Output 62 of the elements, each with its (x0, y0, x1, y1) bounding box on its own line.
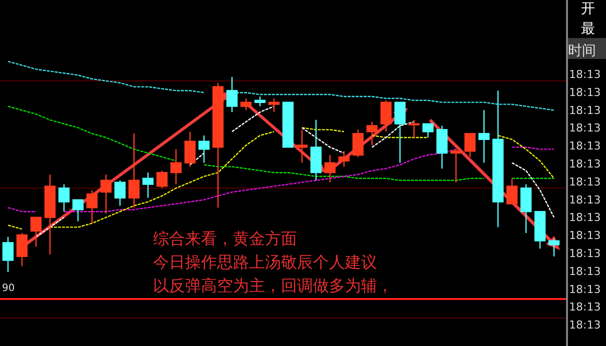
candlestick (520, 184, 532, 234)
candlestick (254, 96, 266, 107)
candlestick (352, 129, 364, 158)
candlestick (86, 190, 98, 224)
candlestick (226, 76, 238, 113)
candlestick (212, 82, 224, 208)
candlestick (394, 102, 406, 164)
candlestick (422, 123, 434, 138)
text: 90 (2, 283, 15, 294)
candlestick (142, 172, 154, 198)
candlestick (310, 119, 322, 181)
candlestick (296, 129, 308, 164)
candlestick (198, 134, 210, 164)
text: 18:13 (569, 264, 601, 278)
text: 时间 (568, 43, 596, 59)
candlestick (478, 110, 490, 164)
candlestick (128, 132, 140, 208)
text: 开 (581, 1, 595, 17)
text: 18:13 (569, 211, 601, 224)
candlestick (44, 174, 56, 256)
text: 18:13 (569, 68, 601, 81)
candlestick (366, 121, 378, 146)
candlestick (464, 132, 476, 158)
candlestick (506, 178, 518, 204)
candlestick (268, 98, 280, 113)
text: 18:13 (569, 140, 601, 153)
text: 18:13 (569, 318, 601, 332)
annotation: 今日操作思路上汤敬辰个人建议 (153, 252, 377, 272)
text: 18:13 (569, 282, 601, 296)
text: 18:13 (569, 175, 601, 188)
text: 18:13 (569, 86, 601, 99)
candlestick (548, 238, 560, 257)
text: 18:13 (569, 158, 601, 170)
text: 18:13 (569, 122, 601, 135)
candlestick (156, 170, 168, 189)
candlestick (58, 184, 70, 212)
candlestick (170, 148, 182, 185)
annotation: 综合来看，黄金方面 (153, 229, 297, 248)
candlestick (240, 98, 252, 111)
candlestick (2, 236, 14, 273)
text: 18:13 (569, 300, 601, 314)
candlestick (338, 150, 350, 168)
candlestick (534, 210, 546, 250)
candlestick (380, 100, 392, 132)
text: 18:13 (569, 247, 601, 260)
candlestick (114, 180, 126, 206)
candlestick (436, 125, 448, 170)
candlestick (72, 199, 84, 222)
text: 最 (581, 21, 595, 37)
text: 18:13 (569, 229, 601, 242)
candlestick (16, 232, 28, 267)
candlestick (408, 119, 420, 138)
candlestick (30, 216, 42, 248)
candlestick (100, 174, 112, 214)
text: 18:13 (569, 193, 601, 206)
text: 以反弹高空为主，回调做多为辅， (153, 276, 393, 295)
candlestick (282, 102, 294, 148)
text: 18:13 (569, 104, 601, 117)
candlestick (450, 148, 462, 183)
candlestick (324, 154, 336, 183)
candlestick (184, 131, 196, 168)
candlestick (492, 90, 504, 228)
